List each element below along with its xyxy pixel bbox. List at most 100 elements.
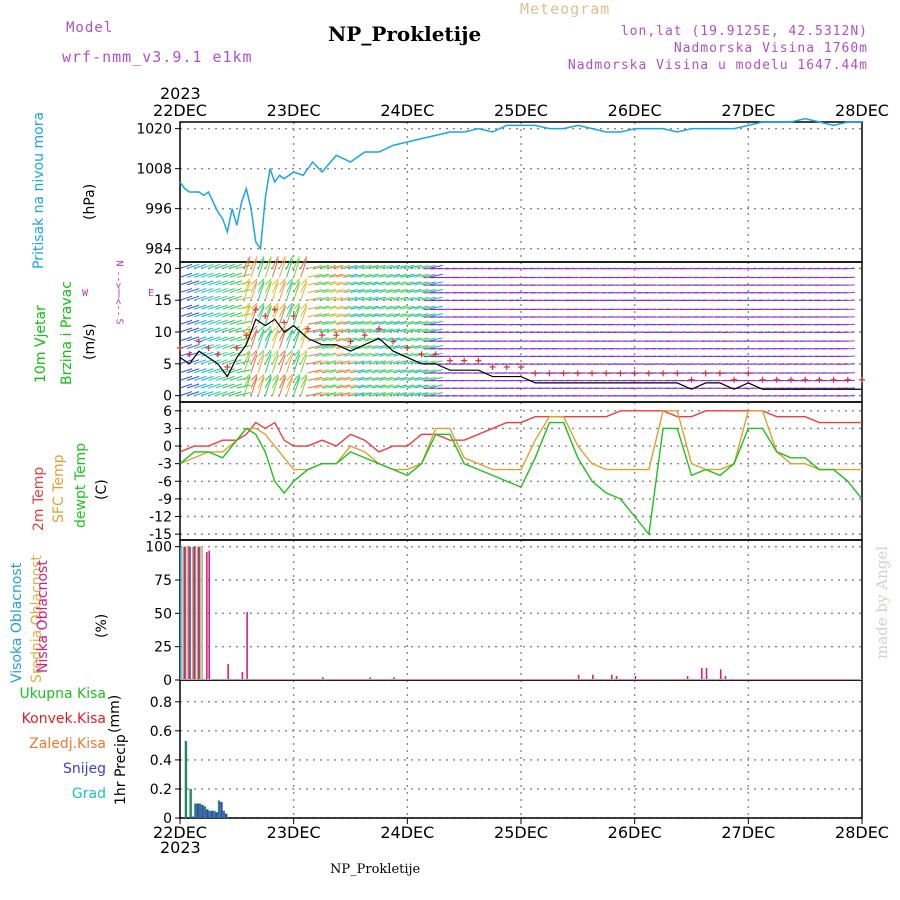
wind-arrow [208, 295, 221, 301]
wind-arrow [428, 392, 443, 397]
wind-arrow [842, 308, 855, 311]
wind-arrow [300, 325, 308, 333]
wind-arrow [336, 273, 351, 278]
cloud-low-bar [705, 668, 708, 680]
compass-bar: | [116, 288, 123, 299]
wind-arrow [236, 264, 251, 269]
wind-arrow [378, 352, 394, 357]
wind-arrow [364, 337, 379, 342]
snow-bar [201, 804, 204, 818]
precip-total-bar [213, 810, 216, 818]
wind-arrow [250, 351, 258, 365]
wind-arrow [371, 384, 386, 389]
altitude-label: Nadmorska Visina 1760m [673, 41, 868, 56]
date-label-top: 26DEC [608, 101, 662, 120]
wind-arrow [215, 280, 228, 286]
wind-arrow [300, 374, 308, 381]
wind-arrow [229, 312, 242, 318]
wind-arrow [208, 327, 221, 333]
wind-arrow [407, 360, 422, 365]
wind-arrow [350, 281, 365, 286]
wind-arrow [407, 305, 422, 310]
wind-arrow [378, 376, 394, 381]
wind-arrow [236, 273, 251, 278]
wind-arrow [194, 288, 207, 294]
cloud-low-bar [634, 676, 637, 680]
wind-arrow [314, 264, 330, 269]
wind-arrow [385, 296, 401, 301]
date-label-top: 23DEC [267, 101, 321, 120]
wind-arrow [264, 259, 272, 278]
y-tick-label: 50 [154, 606, 172, 622]
wind-arrow [329, 352, 344, 357]
wind-arrow [364, 289, 379, 294]
wind-arrow [393, 296, 408, 301]
wind-arrow [385, 384, 401, 389]
wind-arrow [293, 306, 301, 325]
wind-arrow [350, 384, 365, 389]
wind-arrow [364, 313, 379, 318]
wind-arrow [371, 320, 386, 325]
y-tick-label: 0 [163, 811, 172, 827]
wind-arrow [300, 330, 308, 349]
wind-arrow [428, 264, 443, 269]
wind-arrow [842, 340, 855, 342]
wind-arrow [400, 313, 415, 318]
wind-arrow [264, 349, 272, 357]
precip-legend: Ukupna Kisa Konvek.Kisa Zaledj.Kisa Snij… [0, 686, 106, 811]
wind-arrow [371, 392, 386, 397]
wind-arrow [279, 374, 286, 381]
wind-arrow [343, 273, 358, 278]
precip-total-bar [198, 803, 202, 818]
wind-arrow [243, 377, 251, 396]
wind-arrow [229, 319, 242, 325]
wind-arrow [421, 369, 436, 374]
wind-arrow [393, 384, 408, 389]
y-tick-label: 75 [154, 573, 172, 589]
wind-arrow [314, 360, 330, 365]
wind-arrow [194, 312, 207, 318]
wind-arrow [414, 337, 429, 342]
wind-arrow [257, 325, 265, 333]
wind-arrow [201, 391, 214, 397]
cloud-low-bar [719, 669, 722, 680]
wind-arrow [257, 377, 265, 396]
wind-arrow [378, 264, 394, 269]
wind-arrow [357, 313, 372, 318]
wind-arrow [407, 320, 422, 325]
wind-arrow [236, 320, 251, 325]
date-label-bottom: 23DEC [267, 823, 321, 842]
wind-arrow [385, 360, 401, 365]
wind-arrow [336, 376, 351, 381]
cloud-low-bar [610, 674, 613, 680]
precip-total-bar [217, 800, 221, 818]
wind-arrow [257, 304, 265, 317]
wind-arrow [286, 280, 294, 293]
wind-arrow [357, 273, 372, 278]
wind-arrow [229, 383, 242, 389]
wind-arrow [842, 363, 855, 365]
snow-bar [191, 816, 195, 818]
wind-arrow [243, 306, 251, 325]
wind-arrow [357, 369, 372, 374]
wind-arrow [378, 392, 394, 397]
y-tick-label: 0.2 [150, 782, 172, 798]
wind-arrow [314, 384, 330, 389]
wind-arrow [293, 330, 301, 349]
wind-arrow [414, 281, 429, 286]
wind-arrow [236, 360, 251, 365]
wind-arrow [393, 281, 408, 286]
wind-arrow [336, 337, 351, 342]
wind-arrow [307, 384, 322, 389]
compass-e: E [148, 288, 155, 299]
wind-arrow [250, 282, 258, 301]
wind-arrow [336, 264, 351, 269]
wind-arrow [307, 369, 322, 374]
cloud-low-bar [208, 550, 211, 680]
wind-arrow [343, 345, 358, 350]
wind-arrow [279, 280, 286, 293]
wind-arrow [428, 337, 443, 342]
wind-arrow [314, 345, 330, 350]
wind-arrow [314, 328, 330, 333]
wind-arrow [300, 354, 308, 373]
